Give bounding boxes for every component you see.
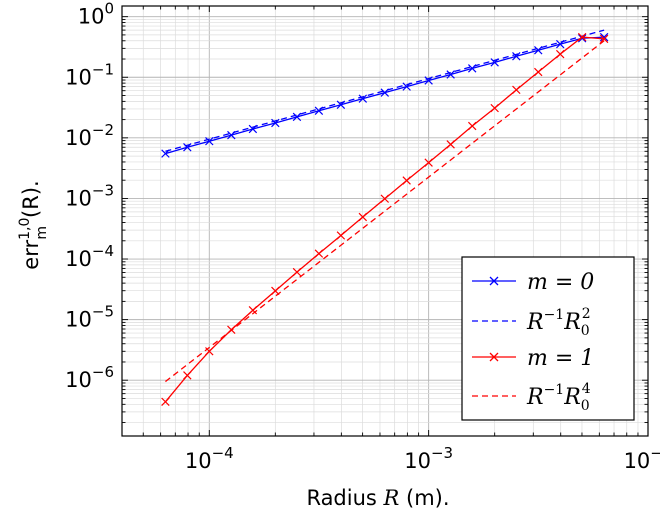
series-2-point xyxy=(336,231,346,240)
series-2-point xyxy=(292,267,302,277)
y-tick-label: 10−3 xyxy=(65,181,114,210)
x-axis-label: Radius R (m). xyxy=(306,486,449,510)
legend-entry-fit-r4: R−1R04 xyxy=(472,381,591,414)
y-tick-label: 10−6 xyxy=(65,363,114,392)
legend-entry-m1: m = 1 xyxy=(472,346,594,371)
series-0-point xyxy=(358,94,368,103)
legend-marker-m1 xyxy=(489,352,499,362)
legend-label-fit-r2: R−1R02 xyxy=(526,306,591,339)
series-0-point xyxy=(271,118,280,128)
plot-frame xyxy=(121,5,649,437)
series-2-point xyxy=(467,121,477,131)
series-2-point xyxy=(490,103,499,113)
x-tick-label: 10−3 xyxy=(404,444,453,473)
series-2-point xyxy=(446,140,455,149)
y-tick-label: 10−1 xyxy=(65,60,114,89)
series-2-point xyxy=(599,34,609,44)
series-2-point xyxy=(556,49,565,59)
series-2-point xyxy=(161,397,170,407)
series-2-point xyxy=(248,305,258,315)
y-tick-label: 10−2 xyxy=(65,121,114,150)
series-2-point xyxy=(424,158,433,167)
series-2-point xyxy=(314,249,324,258)
series-line-1 xyxy=(165,29,605,152)
x-tick-label: 10−2 xyxy=(624,444,660,473)
x-tick-label: 10−4 xyxy=(185,444,234,473)
y-tick-label: 100 xyxy=(78,0,114,29)
series-0-point xyxy=(512,52,521,61)
series-line-3 xyxy=(165,40,605,383)
series-2-point xyxy=(512,85,521,95)
legend-marker-m0 xyxy=(489,276,499,286)
series-2-point xyxy=(534,67,543,77)
legend-label-m1: m = 1 xyxy=(527,346,594,371)
series-2-point xyxy=(183,371,192,380)
series-2-point xyxy=(577,32,587,42)
y-tick-label: 10−5 xyxy=(65,303,114,332)
legend-label-m0: m = 0 xyxy=(527,270,594,295)
series-2-point xyxy=(358,212,368,222)
y-tick-label: 10−4 xyxy=(65,242,114,271)
series-0-point xyxy=(599,32,609,42)
series-2-point xyxy=(380,194,390,203)
ticks: 10−4 10−3 10−2 100 10−1 10−2 10−3 10−4 10−5 10−6 xyxy=(65,0,660,473)
legend-entry-fit-r2: R−1R02 xyxy=(472,306,591,339)
y-axis-label: err1,0m(R). xyxy=(17,180,50,269)
legend: m = 0 R−1R02 m = 1 R−1R04 xyxy=(461,256,635,421)
series-0-point xyxy=(205,136,214,146)
series-0-point xyxy=(446,70,455,79)
series-0-point xyxy=(292,112,302,122)
legend-label-fit-r4: R−1R04 xyxy=(526,381,591,414)
series-2-point xyxy=(402,176,411,185)
series-0-point xyxy=(534,46,543,55)
series-layer xyxy=(161,29,609,407)
legend-entry-m0: m = 0 xyxy=(472,270,594,295)
